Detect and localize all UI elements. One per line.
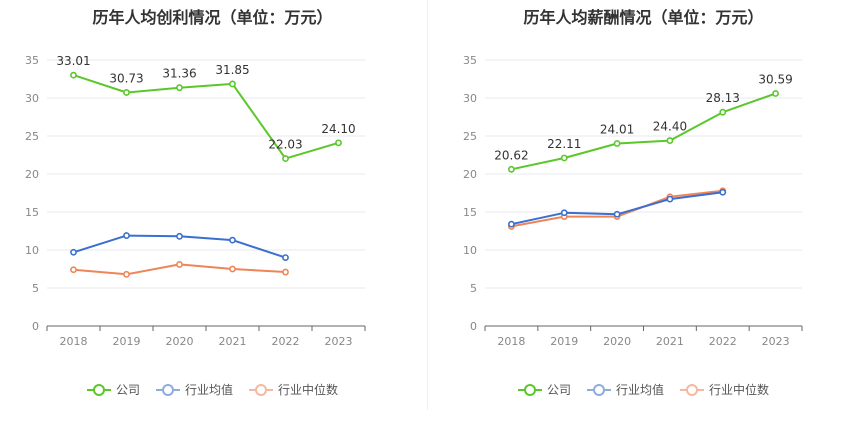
series-line	[73, 74, 339, 160]
chart-panel-profit: 历年人均创利情况（单位：万元） 0 5 10 15 20 25 30 35 2018 2019 20…	[0, 8, 425, 398]
y-tick-label: 20	[25, 168, 39, 181]
chart-legend: 公司 行业均值 行业中位数	[0, 381, 425, 398]
data-point	[772, 90, 779, 97]
legend-item-industry-mean[interactable]: 行业均值	[586, 381, 664, 398]
legend-item-industry-median[interactable]: 行业中位数	[249, 381, 338, 398]
data-point	[282, 268, 289, 276]
x-tick-label: 2020	[603, 335, 631, 348]
x-tick-label: 2020	[166, 335, 194, 348]
legend-item-company[interactable]: 公司	[517, 381, 571, 398]
x-tick-label: 2022	[272, 335, 300, 348]
data-label: 31.85	[215, 63, 249, 77]
legend-marker-icon	[155, 383, 180, 396]
chart-title: 历年人均薪酬情况（单位：万元）	[523, 8, 764, 27]
data-label: 22.11	[547, 137, 581, 151]
x-tick-label: 2023	[762, 335, 790, 348]
profit-chart-svg: 0 5 10 15 20 25 30 35 2018 2019 2020 2021 2022 2023 33…	[25, 54, 366, 348]
data-label: 22.03	[268, 138, 302, 152]
x-tick-label: 2019	[550, 335, 578, 348]
data-point	[508, 165, 515, 173]
y-tick-label: 5	[470, 282, 477, 295]
data-point	[229, 80, 236, 88]
y-tick-label: 5	[32, 282, 39, 295]
x-tick-label: 2018	[60, 335, 88, 348]
y-tick-label: 25	[463, 130, 477, 143]
y-tick-label: 15	[463, 206, 477, 219]
data-point	[123, 270, 130, 278]
salary-chart-svg: 0 5 10 15 20 25 30 35 2018 2019 2020 2021 2022 2023 20…	[463, 54, 803, 348]
data-point	[123, 232, 130, 239]
legend-label: 行业中位数	[278, 383, 339, 397]
y-tick-label: 0	[32, 320, 39, 333]
x-tick-label: 2021	[219, 335, 247, 348]
data-point	[176, 232, 183, 240]
x-tick-label: 2021	[656, 335, 684, 348]
data-label: 24.10	[321, 122, 355, 136]
data-point	[282, 155, 289, 162]
data-label: 24.40	[653, 120, 687, 134]
data-label: 24.01	[600, 123, 634, 137]
data-point	[70, 71, 77, 79]
x-tick-label: 2018	[497, 335, 525, 348]
x-tick-label: 2019	[113, 335, 141, 348]
legend-marker-icon	[586, 383, 611, 396]
data-label: 31.36	[162, 67, 196, 81]
data-point	[229, 265, 236, 273]
y-tick-label: 30	[25, 92, 39, 105]
data-point	[719, 188, 727, 196]
y-tick-label: 25	[25, 130, 39, 143]
legend-marker-icon	[86, 383, 111, 396]
series-line	[511, 92, 776, 171]
data-point	[176, 84, 183, 92]
data-point	[123, 89, 130, 96]
data-label: 33.01	[56, 54, 90, 68]
x-tick-label: 2022	[709, 335, 737, 348]
data-point	[613, 140, 621, 147]
data-point	[229, 236, 236, 244]
legend-label: 行业均值	[184, 383, 233, 397]
data-point	[560, 209, 568, 217]
data-label: 20.62	[494, 148, 528, 162]
legend-label: 行业均值	[615, 383, 664, 397]
data-point	[70, 248, 77, 256]
data-point	[335, 139, 342, 147]
data-point	[176, 261, 183, 268]
chart-title: 历年人均创利情况（单位：万元）	[92, 8, 333, 27]
data-point	[666, 195, 674, 203]
y-tick-label: 35	[463, 54, 477, 67]
legend-label: 行业中位数	[709, 383, 770, 397]
data-point	[70, 266, 77, 274]
data-point	[666, 137, 674, 144]
legend-item-industry-mean[interactable]: 行业均值	[155, 381, 233, 398]
legend-item-company[interactable]: 公司	[86, 381, 140, 398]
data-point	[508, 220, 515, 228]
y-tick-label: 20	[463, 168, 477, 181]
legend-marker-icon	[680, 383, 704, 396]
data-point	[560, 154, 568, 162]
legend-marker-icon	[249, 383, 273, 396]
y-tick-label: 10	[463, 244, 477, 257]
data-point	[282, 254, 289, 261]
data-label: 28.13	[706, 91, 740, 105]
x-tick-label: 2023	[325, 335, 353, 348]
data-point	[719, 108, 727, 116]
legend-label: 公司	[115, 383, 140, 397]
legend-item-industry-median[interactable]: 行业中位数	[680, 381, 769, 398]
legend-label: 公司	[546, 383, 571, 397]
y-tick-label: 30	[463, 92, 477, 105]
y-tick-label: 10	[25, 244, 39, 257]
data-label: 30.73	[109, 71, 143, 85]
y-tick-label: 35	[25, 54, 39, 67]
data-point	[613, 210, 621, 218]
chart-panel-salary: 历年人均薪酬情况（单位：万元） 0 5 10 15 20 25 30 35 2018 2019 20…	[437, 0, 850, 437]
y-tick-label: 0	[470, 320, 477, 333]
data-label: 30.59	[758, 73, 792, 87]
panel-divider	[427, 0, 428, 410]
chart-legend: 公司 行业均值 行业中位数	[437, 381, 850, 398]
legend-marker-icon	[517, 383, 542, 396]
y-tick-label: 15	[25, 206, 39, 219]
